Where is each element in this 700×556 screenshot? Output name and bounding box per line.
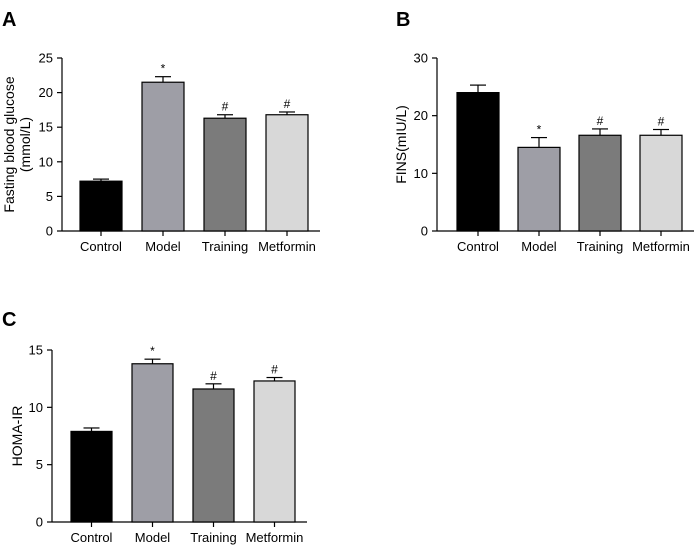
bar-model <box>141 81 185 232</box>
y-tick-label: 20 <box>414 108 428 123</box>
y-tick-label: 0 <box>36 515 43 530</box>
y-axis-title: HOMA-IR <box>9 406 25 467</box>
bar-metformin <box>253 380 296 523</box>
y-axis-title: FINS(mIU/L) <box>393 105 409 184</box>
x-tick-label: Control <box>71 530 113 545</box>
x-tick-label: Training <box>202 239 248 254</box>
chart-panel-a: A 0 5 10 15 20 25 Fasting blood glucose (mmol/L)… <box>1 9 320 254</box>
x-tick-label: Training <box>577 239 623 254</box>
y-tick-label: 15 <box>39 120 53 135</box>
y-tick-label: 10 <box>29 400 43 415</box>
x-tick-label: Model <box>521 239 557 254</box>
significance-mark: # <box>658 115 665 129</box>
bar-metformin <box>639 134 683 232</box>
x-tick-label: Model <box>145 239 181 254</box>
x-tick-label: Metformin <box>258 239 316 254</box>
x-tick-label: Metformin <box>246 530 304 545</box>
chart-panel-b: B 0 10 20 30 FINS(mIU/L) Control * Model # Trainin… <box>393 9 694 254</box>
x-tick-label: Training <box>190 530 236 545</box>
y-tick-label: 25 <box>39 51 53 66</box>
x-tick-label: Metformin <box>632 239 690 254</box>
bar-training <box>192 388 235 523</box>
bar-training <box>203 117 247 232</box>
y-tick-label: 10 <box>39 154 53 169</box>
y-tick-label: 20 <box>39 85 53 100</box>
y-tick-label: 0 <box>421 224 428 239</box>
y-axis-title: (mmol/L) <box>17 117 33 172</box>
y-tick-label: 15 <box>29 343 43 358</box>
bar-control <box>456 91 500 232</box>
significance-mark: # <box>210 369 217 383</box>
x-tick-label: Control <box>80 239 122 254</box>
x-tick-label: Control <box>457 239 499 254</box>
bar-model <box>131 363 174 523</box>
bar-control <box>79 180 123 232</box>
panel-letter: C <box>2 309 16 331</box>
significance-mark: * <box>161 62 166 76</box>
panel-letter: B <box>396 9 410 31</box>
x-tick-label: Model <box>135 530 171 545</box>
bar-training <box>578 134 622 232</box>
bar-model <box>517 146 561 232</box>
significance-mark: # <box>284 97 291 111</box>
significance-mark: * <box>537 123 542 137</box>
significance-mark: # <box>597 114 604 128</box>
y-axis-title: Fasting blood glucose <box>1 76 17 212</box>
significance-mark: # <box>271 363 278 377</box>
significance-mark: * <box>150 344 155 358</box>
bar-control <box>70 430 113 523</box>
y-tick-label: 10 <box>414 166 428 181</box>
y-tick-label: 0 <box>46 224 53 239</box>
bar-metformin <box>265 114 309 232</box>
y-tick-label: 30 <box>414 51 428 66</box>
y-tick-label: 5 <box>36 457 43 472</box>
chart-panel-c: C 0 5 10 15 HOMA-IR Control * Model # Training # Met… <box>2 309 307 545</box>
panel-letter: A <box>2 9 16 31</box>
y-tick-label: 5 <box>46 189 53 204</box>
significance-mark: # <box>222 100 229 114</box>
